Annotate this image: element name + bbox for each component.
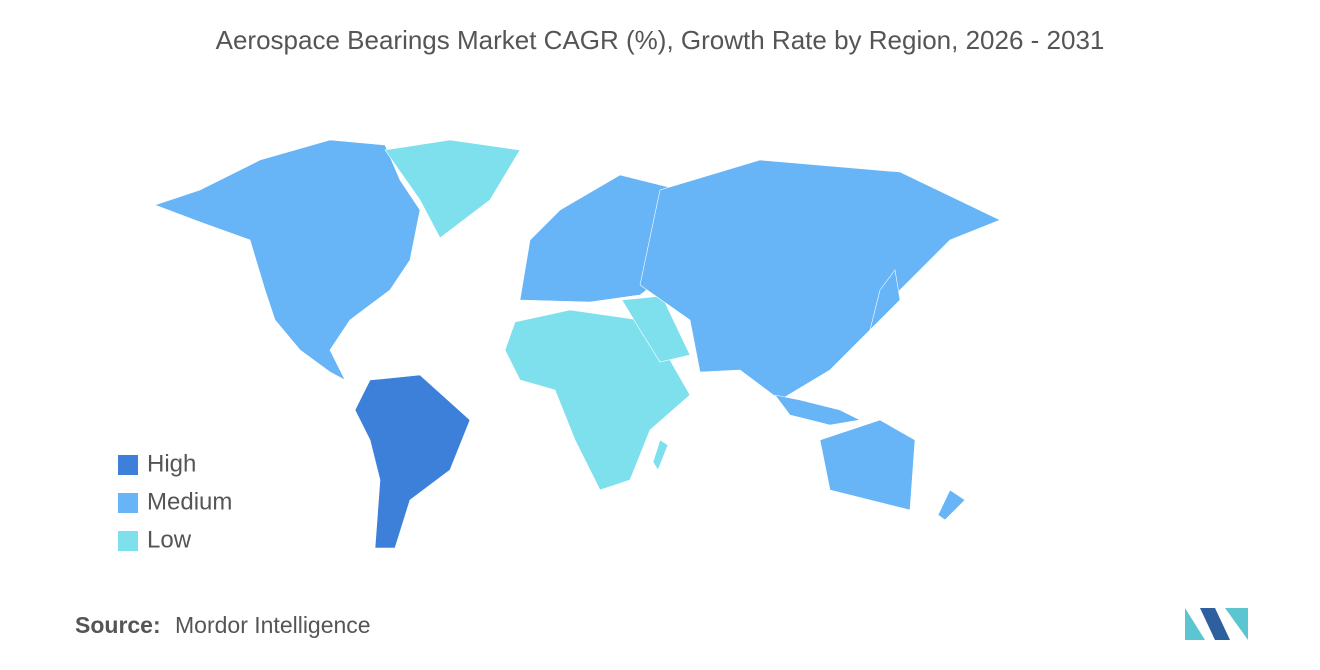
madagascar <box>652 439 669 471</box>
new-zealand <box>937 489 966 521</box>
middle-east <box>621 295 691 363</box>
legend-swatch <box>118 493 138 513</box>
legend-swatch <box>118 455 138 475</box>
south-america <box>354 374 471 549</box>
asia <box>639 159 1001 401</box>
source-label: Source: <box>75 612 161 638</box>
north-america <box>154 139 421 381</box>
legend-label: High <box>147 450 196 477</box>
southeast-asia <box>774 394 861 426</box>
world-map <box>154 139 1001 549</box>
legend-label: Medium <box>147 488 232 515</box>
greenland <box>384 139 521 239</box>
legend-label: Low <box>147 526 192 553</box>
japan <box>869 269 901 331</box>
legend: High Medium Low <box>118 450 232 553</box>
source-text: Mordor Intelligence <box>175 612 371 638</box>
legend-swatch <box>118 531 138 551</box>
australia <box>819 419 916 511</box>
chart-title: Aerospace Bearings Market CAGR (%), Grow… <box>216 25 1105 55</box>
logo <box>1185 608 1248 640</box>
